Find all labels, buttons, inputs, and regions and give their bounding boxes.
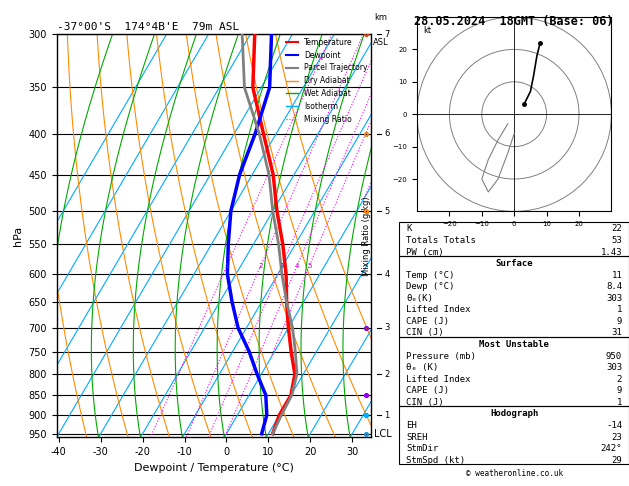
Text: 29: 29 xyxy=(611,455,622,465)
Text: Lifted Index: Lifted Index xyxy=(406,305,470,314)
Text: -14: -14 xyxy=(606,421,622,430)
Text: EH: EH xyxy=(406,421,417,430)
Text: Surface: Surface xyxy=(496,259,533,268)
Text: 22: 22 xyxy=(611,225,622,233)
Text: K: K xyxy=(406,225,411,233)
Text: 950: 950 xyxy=(606,351,622,361)
Text: 1: 1 xyxy=(617,398,622,407)
Text: kt: kt xyxy=(423,26,431,35)
Text: 242°: 242° xyxy=(601,444,622,453)
Text: LCL: LCL xyxy=(374,429,392,439)
Text: 31: 31 xyxy=(611,329,622,337)
Text: θₑ(K): θₑ(K) xyxy=(406,294,433,303)
Text: CIN (J): CIN (J) xyxy=(406,329,444,337)
Bar xyxy=(399,406,629,464)
Text: 1: 1 xyxy=(617,305,622,314)
Text: StmDir: StmDir xyxy=(406,444,438,453)
Text: 2: 2 xyxy=(617,375,622,384)
Text: 28.05.2024  18GMT (Base: 06): 28.05.2024 18GMT (Base: 06) xyxy=(415,16,614,28)
Text: SREH: SREH xyxy=(406,433,428,441)
Text: 303: 303 xyxy=(606,294,622,303)
Text: 2: 2 xyxy=(384,370,389,379)
Text: Pressure (mb): Pressure (mb) xyxy=(406,351,476,361)
Text: 11: 11 xyxy=(611,271,622,279)
X-axis label: Dewpoint / Temperature (°C): Dewpoint / Temperature (°C) xyxy=(134,463,294,473)
Text: 23: 23 xyxy=(611,433,622,441)
Text: 5: 5 xyxy=(384,207,389,216)
Text: Hodograph: Hodograph xyxy=(490,409,538,418)
Bar xyxy=(399,256,629,337)
Text: CAPE (J): CAPE (J) xyxy=(406,317,449,326)
Text: 9: 9 xyxy=(617,317,622,326)
Legend: Temperature, Dewpoint, Parcel Trajectory, Dry Adiabat, Wet Adiabat, Isotherm, Mi: Temperature, Dewpoint, Parcel Trajectory… xyxy=(283,35,370,127)
Text: StmSpd (kt): StmSpd (kt) xyxy=(406,455,465,465)
Text: CIN (J): CIN (J) xyxy=(406,398,444,407)
Bar xyxy=(399,337,629,406)
Text: 53: 53 xyxy=(611,236,622,245)
Text: Mixing Ratio (g/kg): Mixing Ratio (g/kg) xyxy=(362,196,371,276)
Text: 6: 6 xyxy=(384,129,390,139)
Text: 2: 2 xyxy=(259,262,263,269)
Text: © weatheronline.co.uk: © weatheronline.co.uk xyxy=(465,469,563,479)
Text: 3: 3 xyxy=(384,323,390,332)
Text: PW (cm): PW (cm) xyxy=(406,247,444,257)
Text: km: km xyxy=(374,13,387,22)
Text: 4: 4 xyxy=(384,270,389,279)
Text: 303: 303 xyxy=(606,363,622,372)
Text: Most Unstable: Most Unstable xyxy=(479,340,549,349)
Text: 9: 9 xyxy=(617,386,622,395)
Bar xyxy=(399,222,629,256)
Text: 1.43: 1.43 xyxy=(601,247,622,257)
Text: 7: 7 xyxy=(384,30,390,38)
Text: 5: 5 xyxy=(307,262,311,269)
Text: 8.4: 8.4 xyxy=(606,282,622,291)
Text: Totals Totals: Totals Totals xyxy=(406,236,476,245)
Y-axis label: hPa: hPa xyxy=(13,226,23,246)
Text: 1: 1 xyxy=(384,411,389,419)
Text: Temp (°C): Temp (°C) xyxy=(406,271,455,279)
Text: 1: 1 xyxy=(225,262,229,269)
Text: Dewp (°C): Dewp (°C) xyxy=(406,282,455,291)
Text: ASL: ASL xyxy=(373,38,388,47)
Text: θₑ (K): θₑ (K) xyxy=(406,363,438,372)
Text: Lifted Index: Lifted Index xyxy=(406,375,470,384)
Text: -37°00'S  174°4B'E  79m ASL: -37°00'S 174°4B'E 79m ASL xyxy=(57,22,239,32)
Text: 4: 4 xyxy=(295,262,299,269)
Text: 3: 3 xyxy=(279,262,284,269)
Text: CAPE (J): CAPE (J) xyxy=(406,386,449,395)
